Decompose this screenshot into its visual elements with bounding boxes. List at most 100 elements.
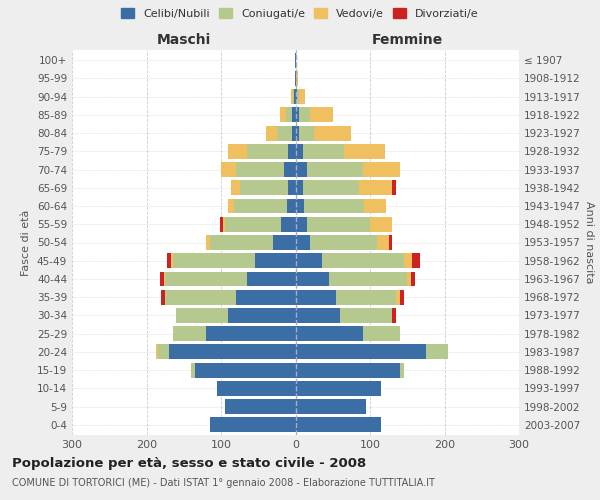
Bar	[280, 108, 296, 122]
Y-axis label: Fasce di età: Fasce di età	[22, 210, 31, 276]
Bar	[295, 71, 296, 86]
Bar	[229, 308, 296, 323]
Bar	[296, 290, 400, 304]
Bar	[296, 254, 412, 268]
Bar	[296, 144, 303, 158]
Bar	[296, 71, 298, 86]
Bar	[296, 217, 392, 232]
Bar	[296, 235, 377, 250]
Bar	[296, 290, 404, 304]
Bar	[292, 126, 296, 140]
Bar	[206, 326, 296, 341]
Bar	[288, 180, 296, 195]
Bar	[296, 344, 448, 360]
Bar	[225, 399, 296, 414]
Bar	[229, 198, 296, 214]
Bar	[296, 308, 392, 323]
Bar	[167, 254, 296, 268]
Bar	[236, 290, 296, 304]
Bar	[210, 418, 296, 432]
Text: Popolazione per età, sesso e stato civile - 2008: Popolazione per età, sesso e stato civil…	[12, 458, 366, 470]
Bar	[296, 144, 385, 158]
Bar	[165, 272, 296, 286]
Bar	[296, 108, 299, 122]
Bar	[296, 198, 386, 214]
Bar	[296, 272, 415, 286]
Bar	[284, 162, 296, 177]
Bar	[266, 126, 296, 140]
Bar	[296, 418, 381, 432]
Bar	[254, 254, 296, 268]
Bar	[296, 418, 381, 432]
Bar	[230, 180, 296, 195]
Bar	[296, 108, 310, 122]
Bar	[296, 362, 404, 378]
Bar	[296, 326, 400, 341]
Bar	[296, 162, 400, 177]
Bar	[296, 198, 304, 214]
Bar	[239, 180, 296, 195]
Bar	[176, 308, 296, 323]
Bar	[173, 254, 296, 268]
Bar	[247, 144, 296, 158]
Bar	[296, 418, 381, 432]
Bar	[296, 180, 359, 195]
Bar	[169, 344, 296, 360]
Y-axis label: Anni di nascita: Anni di nascita	[584, 201, 595, 284]
Bar	[158, 344, 296, 360]
Bar	[296, 381, 381, 396]
Bar	[296, 399, 366, 414]
Bar	[217, 381, 296, 396]
Bar	[195, 362, 296, 378]
Bar	[296, 290, 396, 304]
Bar	[296, 326, 362, 341]
Bar	[296, 308, 392, 323]
Bar	[296, 418, 381, 432]
Bar	[236, 162, 296, 177]
Text: Femmine: Femmine	[371, 34, 443, 48]
Bar	[217, 381, 296, 396]
Bar	[291, 89, 296, 104]
Bar	[296, 254, 420, 268]
Bar	[266, 126, 296, 140]
Legend: Celibi/Nubili, Coniugati/e, Vedovi/e, Divorziati/e: Celibi/Nubili, Coniugati/e, Vedovi/e, Di…	[119, 6, 481, 21]
Bar	[160, 272, 296, 286]
Bar	[165, 290, 296, 304]
Bar	[287, 198, 296, 214]
Bar	[171, 254, 296, 268]
Bar	[294, 89, 296, 104]
Bar	[296, 162, 400, 177]
Bar	[225, 399, 296, 414]
Bar	[217, 381, 296, 396]
Bar	[295, 52, 296, 68]
Bar	[221, 162, 296, 177]
Bar	[296, 399, 366, 414]
Bar	[296, 180, 303, 195]
Bar	[292, 108, 296, 122]
Bar	[191, 362, 296, 378]
Bar	[295, 52, 296, 68]
Bar	[296, 89, 297, 104]
Bar	[291, 89, 296, 104]
Bar	[164, 272, 296, 286]
Bar	[288, 144, 296, 158]
Bar	[225, 399, 296, 414]
Bar	[296, 344, 426, 360]
Bar	[220, 217, 296, 232]
Bar	[296, 126, 352, 140]
Bar	[235, 198, 296, 214]
Bar	[296, 126, 352, 140]
Bar	[296, 308, 340, 323]
Bar	[295, 71, 296, 86]
Bar	[296, 89, 305, 104]
Text: COMUNE DI TORTORICI (ME) - Dati ISTAT 1° gennaio 2008 - Elaborazione TUTTITALIA.: COMUNE DI TORTORICI (ME) - Dati ISTAT 1°…	[12, 478, 435, 488]
Bar	[161, 290, 296, 304]
Bar	[296, 126, 314, 140]
Bar	[296, 308, 396, 323]
Bar	[296, 326, 400, 341]
Bar	[296, 344, 448, 360]
Bar	[230, 180, 296, 195]
Bar	[296, 272, 329, 286]
Bar	[247, 272, 296, 286]
Bar	[296, 235, 389, 250]
